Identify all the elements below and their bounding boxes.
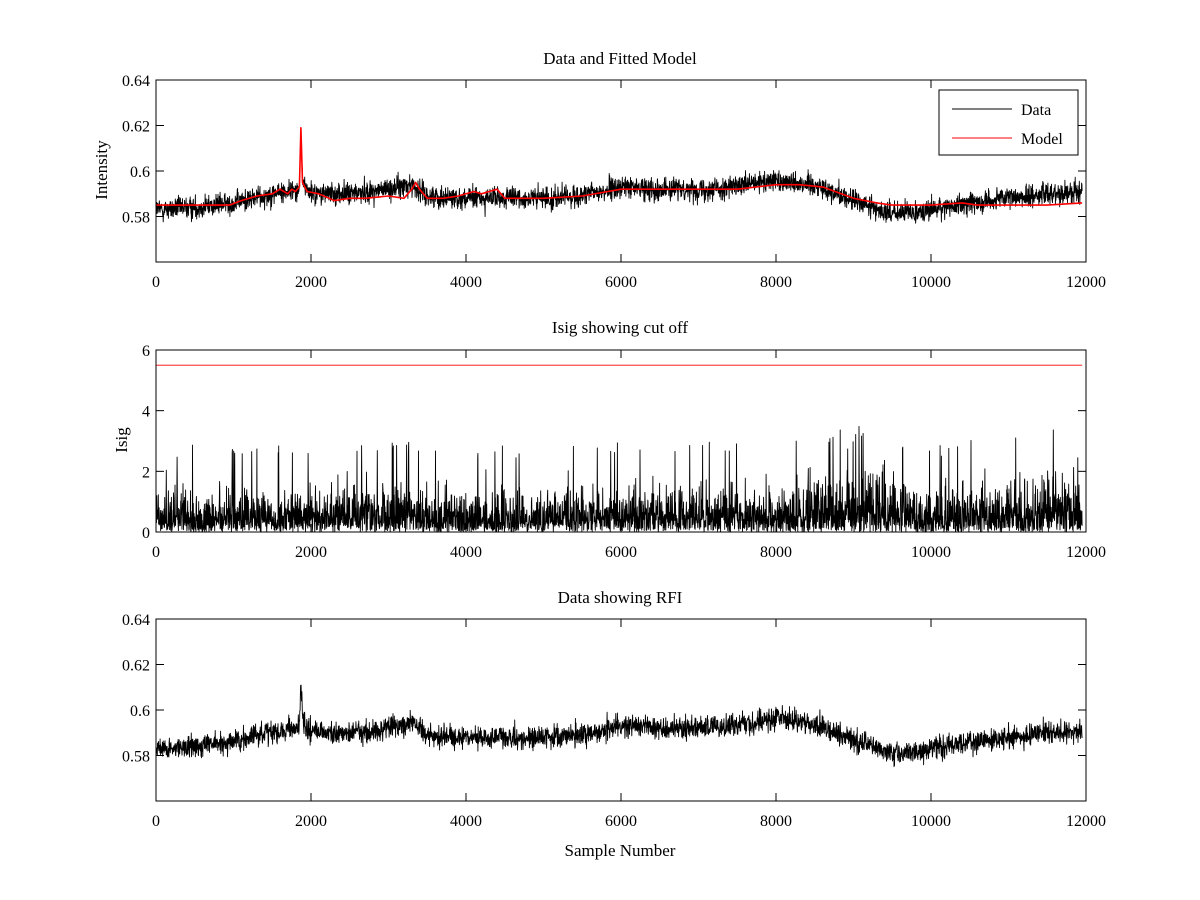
y-tick-label: 0.58 — [122, 749, 150, 766]
legend-model-label: Model — [1021, 131, 1063, 148]
panel-data-rfi: Data showing RFI 0 2000 4000 6000 8000 10000 1… — [122, 588, 1106, 860]
x-tick-label: 0 — [152, 274, 160, 291]
y-tick-label: 0.6 — [130, 703, 150, 720]
x-tick-label: 6000 — [605, 274, 637, 291]
data-path — [156, 137, 1083, 224]
y-tick-label: 0.62 — [122, 119, 150, 136]
x-axis-label: Sample Number — [565, 841, 676, 860]
panel-isig: Isig showing cut off Isig 0 2000 4000 6000 8… — [112, 318, 1106, 561]
data-series-line — [156, 684, 1083, 768]
x-tick-label: 0 — [152, 544, 160, 561]
x-tick-label: 10000 — [911, 813, 951, 830]
x-tick-label: 10000 — [911, 274, 951, 291]
model-path — [156, 127, 1083, 206]
y-tick-label: 6 — [142, 343, 150, 360]
y-axis-label: Isig — [112, 427, 131, 453]
y-tick-label: 0.62 — [122, 658, 150, 675]
model-series-line — [156, 127, 1083, 206]
y-axis-label: Intensity — [92, 140, 111, 200]
x-tick-label: 12000 — [1066, 544, 1106, 561]
y-tick-label: 2 — [142, 464, 150, 481]
x-tick-label: 2000 — [295, 274, 327, 291]
y-tick-label: 0 — [142, 525, 150, 542]
x-tick-label: 6000 — [605, 544, 637, 561]
legend-data-label: Data — [1021, 102, 1051, 119]
y-axis-ticks: 0.58 0.6 0.62 0.64 — [122, 612, 1086, 766]
x-tick-label: 8000 — [760, 544, 792, 561]
x-tick-label: 10000 — [911, 544, 951, 561]
x-tick-label: 4000 — [450, 274, 482, 291]
x-axis-ticks: 0 2000 4000 6000 8000 10000 12000 — [152, 80, 1106, 291]
legend: Data Model — [938, 89, 1079, 156]
panel-data-and-model: Data and Fitted Model Intensity 0 2000 400… — [92, 49, 1106, 291]
data-series-line — [156, 137, 1083, 224]
x-axis-ticks: 0 2000 4000 6000 8000 10000 12000 — [152, 619, 1106, 830]
x-axis-ticks: 0 2000 4000 6000 8000 10000 12000 — [152, 350, 1106, 561]
x-tick-label: 8000 — [760, 813, 792, 830]
chart-title: Data showing RFI — [558, 588, 683, 607]
x-tick-label: 2000 — [295, 813, 327, 830]
y-tick-label: 4 — [142, 404, 150, 421]
chart-title: Isig showing cut off — [552, 318, 688, 337]
legend-box — [938, 89, 1079, 156]
series-path — [156, 684, 1083, 768]
y-axis-ticks: 0.58 0.6 0.62 0.64 — [122, 73, 1086, 227]
y-tick-label: 0.58 — [122, 210, 150, 227]
x-tick-label: 2000 — [295, 544, 327, 561]
x-tick-label: 6000 — [605, 813, 637, 830]
y-tick-label: 0.6 — [130, 164, 150, 181]
x-tick-label: 12000 — [1066, 813, 1106, 830]
x-tick-label: 0 — [152, 813, 160, 830]
x-tick-label: 4000 — [450, 813, 482, 830]
x-tick-label: 8000 — [760, 274, 792, 291]
chart-title: Data and Fitted Model — [543, 49, 697, 68]
isig-series-line — [156, 425, 1083, 532]
series-path — [156, 425, 1083, 532]
y-tick-label: 0.64 — [122, 612, 150, 629]
x-tick-label: 12000 — [1066, 274, 1106, 291]
y-axis-ticks: 0 2 4 6 — [142, 343, 1086, 542]
y-tick-label: 0.64 — [122, 73, 150, 90]
x-tick-label: 4000 — [450, 544, 482, 561]
